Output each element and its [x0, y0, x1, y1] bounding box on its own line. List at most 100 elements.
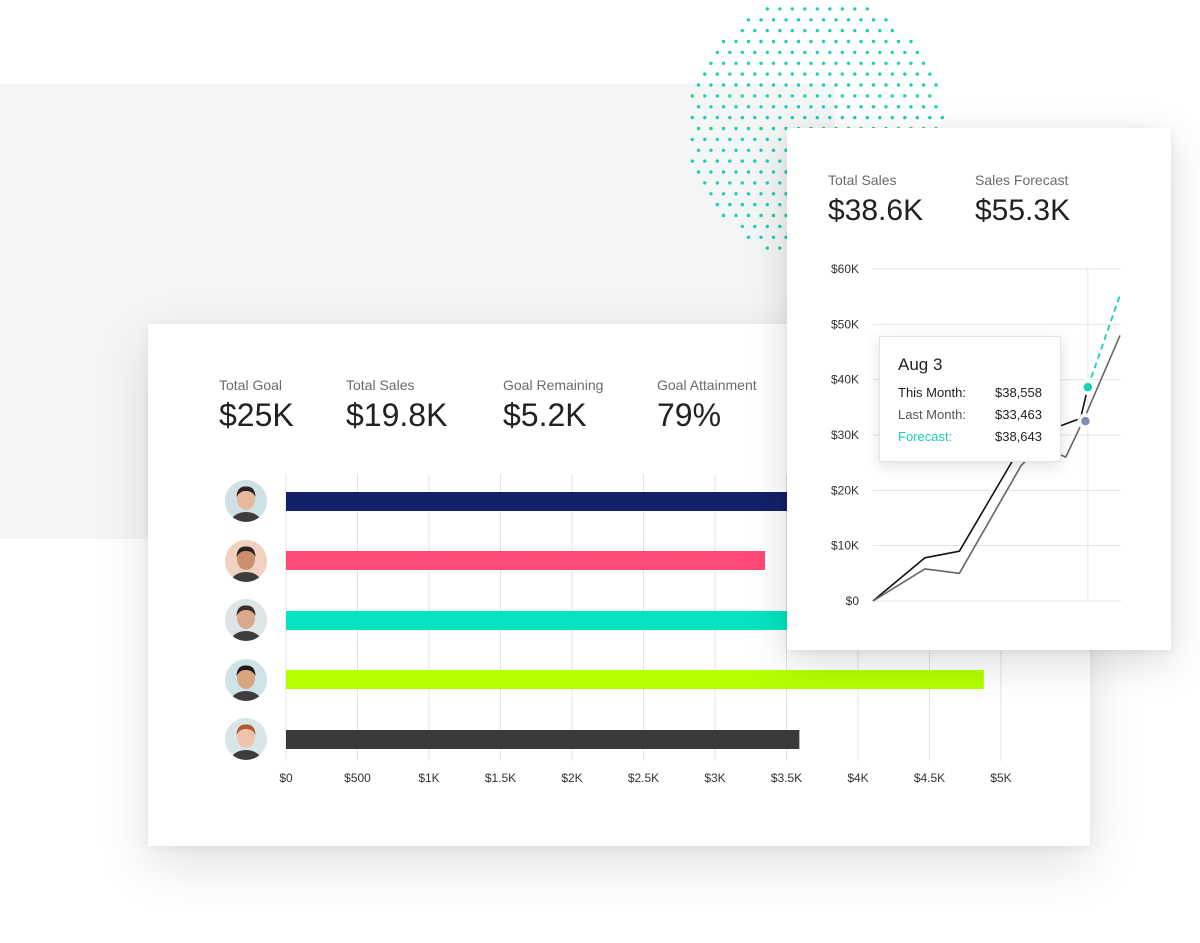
dot-118 [871, 83, 876, 87]
dot-160 [896, 105, 901, 109]
dot-34 [721, 39, 726, 44]
dot-142 [915, 94, 919, 98]
dot-0 [765, 7, 769, 11]
dot-75 [809, 61, 813, 65]
dot-42 [821, 39, 826, 44]
dot-14 [809, 18, 813, 22]
tooltip-label: This Month: [898, 385, 966, 400]
dot-158 [871, 105, 876, 109]
dot-72 [771, 61, 776, 65]
dot-20 [884, 18, 888, 22]
dot-82 [896, 61, 901, 65]
dot-89 [753, 72, 757, 76]
kpi-value: $55.3K [975, 194, 1071, 227]
dot-35 [734, 39, 738, 44]
dot-73 [784, 61, 788, 65]
dot-30 [853, 28, 857, 33]
dot-2 [790, 7, 794, 11]
dot-179 [878, 115, 882, 120]
x-tick-label: $1.5K [485, 771, 516, 785]
dot-117 [859, 83, 863, 87]
dot-94 [815, 72, 819, 76]
tooltip-label: Last Month: [898, 407, 966, 422]
dot-5 [828, 7, 832, 11]
bar [286, 730, 800, 749]
dot-1 [778, 7, 782, 11]
dot-101 [903, 72, 907, 76]
dot-81 [884, 61, 888, 65]
y-tick-label: $0 [846, 594, 860, 608]
dot-44 [846, 39, 851, 44]
x-tick-label: $0 [279, 771, 293, 785]
dot-76 [821, 61, 826, 65]
dot-29 [840, 28, 844, 33]
dot-46 [871, 39, 876, 44]
series-marker [1077, 413, 1094, 430]
dot-16 [834, 18, 838, 22]
dot-62 [865, 50, 869, 55]
kpi-label: Total Sales [346, 377, 415, 393]
dot-183 [928, 115, 932, 120]
dot-180 [890, 115, 894, 120]
dot-15 [821, 18, 826, 22]
x-tick-label: $2.5K [628, 771, 659, 785]
avatar[interactable] [225, 718, 267, 760]
bar [286, 551, 766, 570]
kpi-value: $25K [219, 397, 294, 433]
dot-87 [728, 72, 732, 76]
kpi-label: Total Goal [219, 377, 283, 393]
tooltip-label: Forecast: [898, 429, 953, 444]
dot-49 [909, 39, 913, 44]
dot-3 [803, 7, 807, 11]
dot-122 [921, 83, 926, 87]
dot-74 [796, 61, 801, 65]
dot-99 [878, 72, 882, 76]
dot-59 [828, 50, 832, 55]
sales-forecast-card: Total Sales $38.6K Sales Forecast $55.3K… [787, 128, 1171, 650]
dot-45 [859, 39, 863, 44]
kpi-total-sales: Total Sales $19.8K [346, 377, 447, 432]
dot-9 [746, 18, 751, 22]
dot-52 [740, 50, 744, 55]
avatar[interactable] [225, 659, 267, 701]
dot-13 [796, 18, 801, 22]
dot-92 [790, 72, 794, 76]
kpi-sales-forecast: Sales Forecast $55.3K [975, 172, 1070, 228]
kpi-label: Sales Forecast [975, 172, 1069, 188]
x-tick-label: $5K [990, 771, 1011, 785]
dot-176 [840, 115, 844, 120]
dot-90 [765, 72, 769, 76]
avatar[interactable] [225, 540, 267, 582]
dot-19 [871, 18, 876, 22]
dot-66 [915, 50, 919, 55]
dot-70 [746, 61, 751, 65]
dot-4 [815, 7, 819, 11]
dot-23 [765, 28, 769, 33]
kpi-label: Goal Remaining [503, 377, 604, 393]
dot-177 [853, 115, 857, 120]
kpi-goal-attainment: Goal Attainment 79% [657, 377, 757, 432]
dot-80 [871, 61, 876, 65]
dot-17 [846, 18, 851, 22]
dot-12 [784, 18, 788, 22]
tooltip-value: $33,463 [995, 407, 1042, 422]
dot-97 [853, 72, 857, 76]
x-tick-label: $4.5K [914, 771, 945, 785]
y-tick-label: $50K [831, 317, 859, 331]
bar [286, 670, 984, 689]
series-marker [1079, 379, 1096, 396]
dot-32 [878, 28, 882, 33]
dot-25 [790, 28, 794, 33]
avatar[interactable] [225, 599, 267, 641]
dot-58 [815, 50, 819, 55]
dot-163 [934, 105, 938, 109]
person-avatar-icon [225, 540, 267, 582]
person-avatar-icon [225, 659, 267, 701]
dot-28 [828, 28, 832, 33]
avatar[interactable] [225, 480, 267, 522]
dot-18 [859, 18, 863, 22]
dot-37 [759, 39, 763, 44]
kpi-total-goal: Total Goal $25K [219, 377, 294, 432]
dot-31 [865, 28, 869, 33]
dot-137 [853, 94, 857, 98]
